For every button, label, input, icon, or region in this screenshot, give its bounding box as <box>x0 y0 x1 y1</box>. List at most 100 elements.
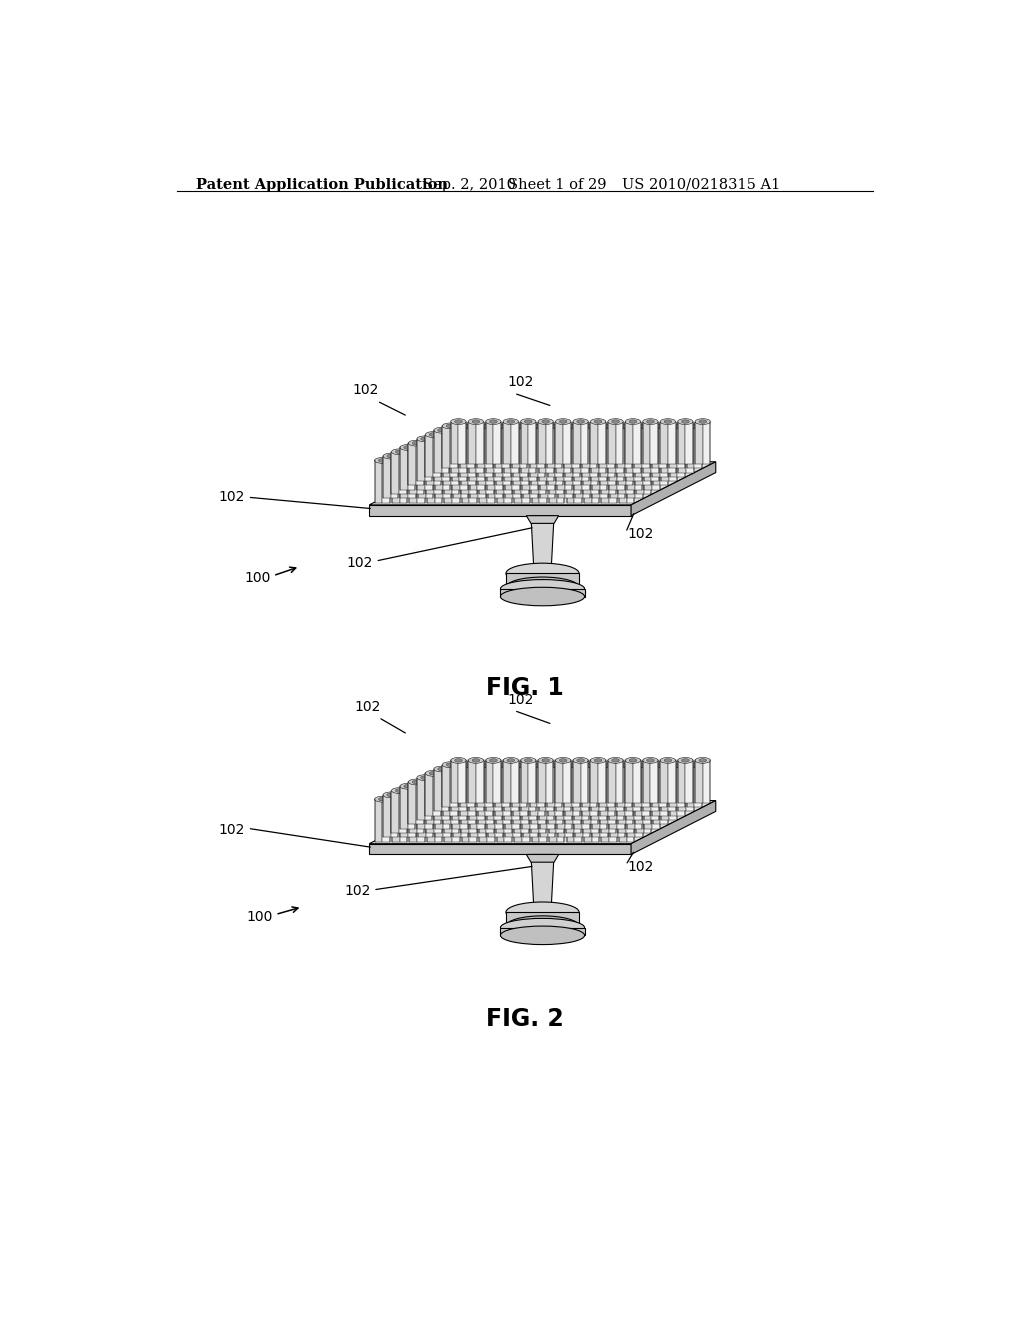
Polygon shape <box>391 795 398 837</box>
Ellipse shape <box>608 418 624 425</box>
Polygon shape <box>529 777 537 820</box>
Ellipse shape <box>600 779 615 785</box>
Polygon shape <box>399 799 408 842</box>
Polygon shape <box>522 447 529 490</box>
Polygon shape <box>573 770 582 812</box>
Ellipse shape <box>578 767 585 771</box>
Polygon shape <box>600 447 607 490</box>
Ellipse shape <box>551 772 559 775</box>
Ellipse shape <box>452 436 467 442</box>
Polygon shape <box>503 764 510 807</box>
Ellipse shape <box>526 446 534 449</box>
Ellipse shape <box>634 762 649 768</box>
Polygon shape <box>662 438 669 482</box>
Polygon shape <box>479 799 487 842</box>
Polygon shape <box>514 799 522 842</box>
Ellipse shape <box>513 441 528 446</box>
Polygon shape <box>599 438 607 482</box>
Polygon shape <box>547 447 555 490</box>
Ellipse shape <box>524 759 532 762</box>
Polygon shape <box>557 787 564 829</box>
Polygon shape <box>450 764 458 807</box>
Ellipse shape <box>591 766 606 772</box>
Polygon shape <box>581 760 589 803</box>
Polygon shape <box>462 799 469 842</box>
Ellipse shape <box>456 446 464 449</box>
Polygon shape <box>652 781 660 824</box>
Ellipse shape <box>400 445 416 450</box>
Ellipse shape <box>439 454 446 458</box>
Polygon shape <box>609 787 617 829</box>
Polygon shape <box>400 787 408 829</box>
Ellipse shape <box>513 779 528 785</box>
Polygon shape <box>514 791 521 833</box>
Ellipse shape <box>673 763 681 767</box>
Polygon shape <box>609 777 616 820</box>
Polygon shape <box>469 791 477 833</box>
Polygon shape <box>418 795 426 837</box>
Ellipse shape <box>583 432 598 437</box>
Ellipse shape <box>396 797 403 801</box>
Ellipse shape <box>451 418 466 425</box>
Ellipse shape <box>465 780 472 784</box>
Ellipse shape <box>414 458 421 462</box>
Ellipse shape <box>557 792 572 797</box>
Ellipse shape <box>595 767 602 771</box>
Ellipse shape <box>461 779 476 785</box>
Polygon shape <box>548 434 555 477</box>
Polygon shape <box>564 426 572 469</box>
Polygon shape <box>687 764 694 807</box>
Ellipse shape <box>591 758 606 763</box>
Polygon shape <box>460 787 468 829</box>
Polygon shape <box>608 760 615 803</box>
Ellipse shape <box>695 418 711 425</box>
Ellipse shape <box>490 437 499 441</box>
Ellipse shape <box>557 783 572 789</box>
Polygon shape <box>451 434 458 477</box>
Polygon shape <box>608 770 616 812</box>
Polygon shape <box>452 461 460 503</box>
Polygon shape <box>636 451 643 494</box>
Ellipse shape <box>613 793 622 796</box>
Polygon shape <box>520 426 527 469</box>
Polygon shape <box>659 774 668 816</box>
Ellipse shape <box>464 424 471 428</box>
Ellipse shape <box>429 433 437 436</box>
Polygon shape <box>400 447 408 490</box>
Polygon shape <box>539 777 547 820</box>
Ellipse shape <box>623 789 630 792</box>
Ellipse shape <box>627 775 642 780</box>
Polygon shape <box>556 770 563 812</box>
Polygon shape <box>504 430 511 473</box>
Polygon shape <box>635 444 643 486</box>
Ellipse shape <box>604 441 612 445</box>
Ellipse shape <box>540 792 555 797</box>
Ellipse shape <box>635 771 650 776</box>
Text: 100: 100 <box>247 909 273 924</box>
Polygon shape <box>408 787 416 829</box>
Ellipse shape <box>468 418 483 425</box>
Polygon shape <box>616 770 624 812</box>
Ellipse shape <box>655 424 664 428</box>
Polygon shape <box>477 764 485 807</box>
Ellipse shape <box>612 437 621 441</box>
Polygon shape <box>443 781 451 824</box>
Ellipse shape <box>422 454 429 458</box>
Ellipse shape <box>507 759 515 762</box>
Ellipse shape <box>643 758 658 763</box>
Ellipse shape <box>539 436 554 442</box>
Ellipse shape <box>622 441 630 445</box>
Polygon shape <box>451 774 458 816</box>
Ellipse shape <box>413 789 421 792</box>
Ellipse shape <box>530 441 546 446</box>
Polygon shape <box>584 451 591 494</box>
Polygon shape <box>593 795 600 837</box>
Polygon shape <box>505 447 512 490</box>
Polygon shape <box>391 791 399 833</box>
Polygon shape <box>531 791 539 833</box>
Ellipse shape <box>542 420 550 424</box>
Polygon shape <box>434 438 442 482</box>
Ellipse shape <box>512 762 527 768</box>
Ellipse shape <box>435 792 451 797</box>
Polygon shape <box>409 451 417 494</box>
